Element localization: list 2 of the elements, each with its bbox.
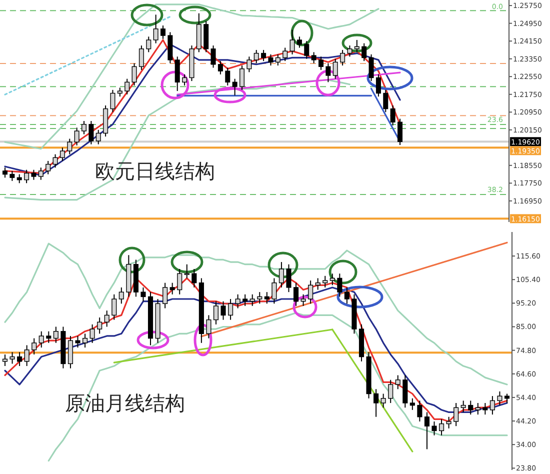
annotation: 欧元日线结构 (95, 159, 215, 183)
annotation: 原油月线结构 (65, 391, 185, 415)
